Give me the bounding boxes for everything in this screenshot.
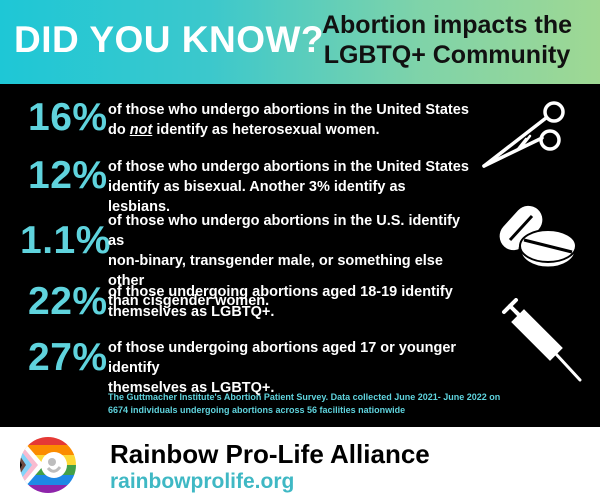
source-line: The Guttmacher Institute's Abortion Pati… bbox=[108, 392, 501, 402]
source-citation: The Guttmacher Institute's Abortion Pati… bbox=[108, 391, 558, 417]
header-banner: DID YOU KNOW? Abortion impacts the LGBTQ… bbox=[0, 0, 600, 84]
website-link[interactable]: rainbowprolife.org bbox=[110, 470, 295, 493]
pills-icon bbox=[499, 205, 578, 270]
stats-panel: 16% of those who undergo abortions in th… bbox=[0, 84, 600, 427]
stat-line: do not identify as heterosexual women. bbox=[108, 122, 380, 138]
stat-line: than cisgender women. bbox=[108, 293, 270, 309]
stat-percent: 27% bbox=[28, 336, 108, 379]
source-line: 6674 individuals undergoing abortions ac… bbox=[108, 405, 406, 415]
stat-description: of those undergoing abortions aged 18-19… bbox=[108, 282, 453, 322]
stat-description: of those who undergo abortions in the Un… bbox=[108, 100, 469, 140]
stat-description: of those undergoing abortions aged 17 or… bbox=[108, 338, 470, 398]
org-name: Rainbow Pro-Life Alliance bbox=[110, 439, 430, 469]
stat-line: of those undergoing abortions aged 18-19… bbox=[108, 284, 453, 300]
stat-line: non-binary, transgender male, or somethi… bbox=[108, 253, 443, 289]
stat-line: themselves as LGBTQ+. bbox=[108, 304, 275, 320]
stat-line: identify as bisexual. Another 3% identif… bbox=[108, 179, 406, 215]
headline: DID YOU KNOW? bbox=[14, 19, 325, 60]
stat-percent: 12% bbox=[28, 154, 108, 197]
stat-line: of those who undergo abortions in the Un… bbox=[108, 159, 469, 175]
stat-line: of those who undergo abortions in the U.… bbox=[108, 213, 461, 249]
header-subtitle: Abortion impacts the LGBTQ+ Community bbox=[312, 10, 582, 70]
subtitle-line-1: Abortion impacts the bbox=[321, 11, 572, 39]
footer: Rainbow Pro-Life Alliance rainbowprolife… bbox=[0, 427, 600, 503]
stat-percent: 16% bbox=[28, 96, 108, 139]
stat-description: of those who undergo abortions in the Un… bbox=[108, 157, 470, 217]
syringe-icon bbox=[502, 298, 582, 382]
stat-description: of those who undergo abortions in the U.… bbox=[108, 211, 470, 311]
stat-line: of those who undergo abortions in the Un… bbox=[108, 102, 469, 118]
rainbow-logo-icon bbox=[20, 437, 76, 493]
stat-percent: 22% bbox=[28, 280, 108, 323]
subtitle-line-2: LGBTQ+ Community bbox=[323, 41, 571, 69]
stat-percent: 1.1% bbox=[20, 219, 111, 262]
forceps-icon bbox=[482, 101, 565, 168]
stat-line: themselves as LGBTQ+. bbox=[108, 380, 275, 396]
stat-line: of those undergoing abortions aged 17 or… bbox=[108, 340, 457, 376]
emphasis-text: not bbox=[129, 122, 153, 138]
